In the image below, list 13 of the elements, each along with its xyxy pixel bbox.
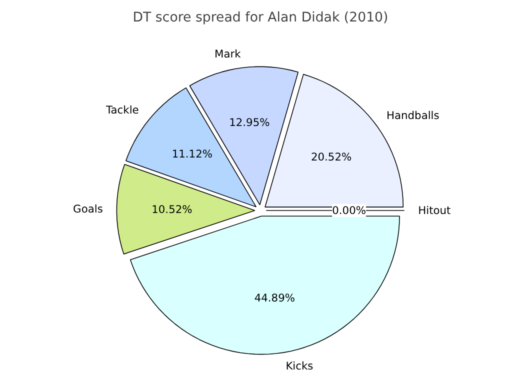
chart-title: DT score spread for Alan Didak (2010) bbox=[132, 10, 388, 26]
category-label: Hitout bbox=[418, 204, 451, 217]
data-label: 44.89% bbox=[254, 291, 295, 304]
slice-label: Kicks bbox=[286, 360, 314, 373]
slice-label: Handballs bbox=[386, 109, 440, 122]
slice-label: Goals bbox=[73, 202, 104, 216]
data-label: 10.52% bbox=[152, 203, 192, 216]
slice-label: Mark bbox=[214, 48, 242, 61]
slice-label: Tackle bbox=[105, 104, 139, 117]
text: 0.00% bbox=[332, 204, 366, 217]
data-label: 12.95% bbox=[229, 116, 270, 130]
data-label: 11.12% bbox=[172, 148, 212, 161]
data-label: 20.52% bbox=[310, 150, 352, 164]
